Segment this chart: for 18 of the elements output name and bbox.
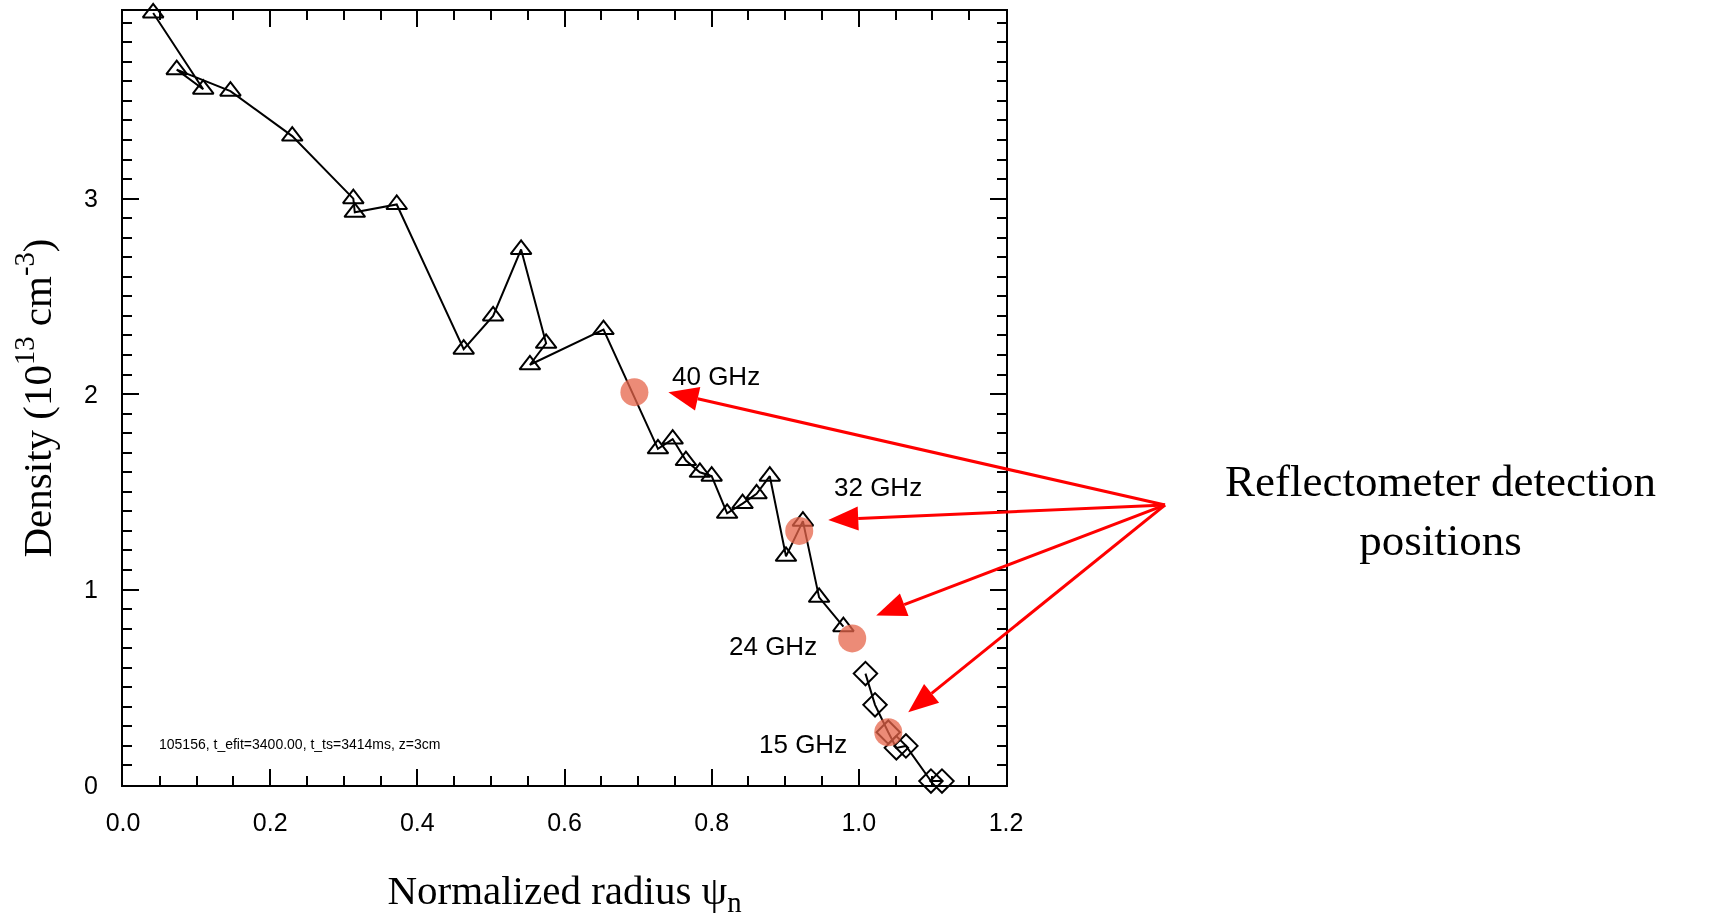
x-tick-label: 0.2 xyxy=(252,808,288,836)
x-tick-label: 0.6 xyxy=(547,808,582,836)
annotation: 15 GHz xyxy=(759,729,848,759)
annotation: 32 GHz xyxy=(834,472,923,502)
x-tick-label: 1.2 xyxy=(988,808,1024,836)
y-tick-label: 1 xyxy=(84,575,98,604)
annotation: 40 GHz xyxy=(672,361,761,391)
annotation: 105156, t_efit=3400.00, t_ts=3414ms, z=3cm xyxy=(159,736,441,752)
x-axis-title: Normalized radius ψ$_{n}$ xyxy=(387,866,742,919)
x-tick-label: 1.0 xyxy=(841,808,877,836)
y-tick-label: 0 xyxy=(84,770,98,799)
y-tick-label: 2 xyxy=(84,379,98,408)
x-tick-label: 0.4 xyxy=(399,808,435,836)
y-tick-label: 3 xyxy=(84,184,98,213)
x-tick-label: 0.0 xyxy=(105,808,141,836)
text: Reflectometer detection positions xyxy=(1225,456,1657,565)
annotation: 24 GHz xyxy=(729,631,818,661)
x-tick-label: 0.8 xyxy=(694,808,730,836)
